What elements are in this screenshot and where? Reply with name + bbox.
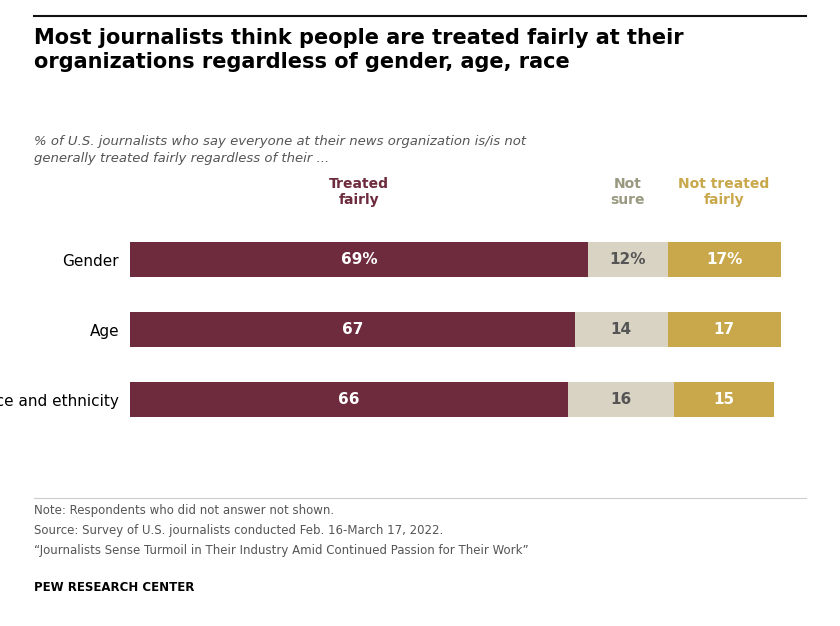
Text: 15: 15 (713, 393, 735, 408)
Text: 69%: 69% (341, 252, 377, 267)
Text: Not
sure: Not sure (611, 177, 645, 207)
Text: 17: 17 (713, 322, 735, 337)
Text: 12%: 12% (610, 252, 646, 267)
Bar (675, 382, 774, 417)
Bar (575, 312, 668, 347)
Text: Not treated
fairly: Not treated fairly (679, 177, 769, 207)
Text: Source: Survey of U.S. journalists conducted Feb. 16-March 17, 2022.: Source: Survey of U.S. journalists condu… (34, 524, 443, 537)
Bar (130, 382, 568, 417)
Text: Treated
fairly: Treated fairly (329, 177, 389, 207)
Bar (568, 382, 675, 417)
Text: Note: Respondents who did not answer not shown.: Note: Respondents who did not answer not… (34, 504, 333, 517)
Bar (130, 242, 588, 277)
Text: 17%: 17% (706, 252, 743, 267)
Bar (668, 312, 780, 347)
Text: % of U.S. journalists who say everyone at their news organization is/is not
gene: % of U.S. journalists who say everyone a… (34, 135, 526, 165)
Text: 67: 67 (342, 322, 363, 337)
Bar (588, 242, 668, 277)
Text: “Journalists Sense Turmoil in Their Industry Amid Continued Passion for Their Wo: “Journalists Sense Turmoil in Their Indu… (34, 544, 528, 557)
Text: 14: 14 (611, 322, 632, 337)
Bar (668, 242, 780, 277)
Text: PEW RESEARCH CENTER: PEW RESEARCH CENTER (34, 581, 194, 594)
Text: 66: 66 (339, 393, 360, 408)
Bar (130, 312, 575, 347)
Text: 16: 16 (611, 393, 632, 408)
Text: Most journalists think people are treated fairly at their
organizations regardle: Most journalists think people are treate… (34, 28, 683, 72)
